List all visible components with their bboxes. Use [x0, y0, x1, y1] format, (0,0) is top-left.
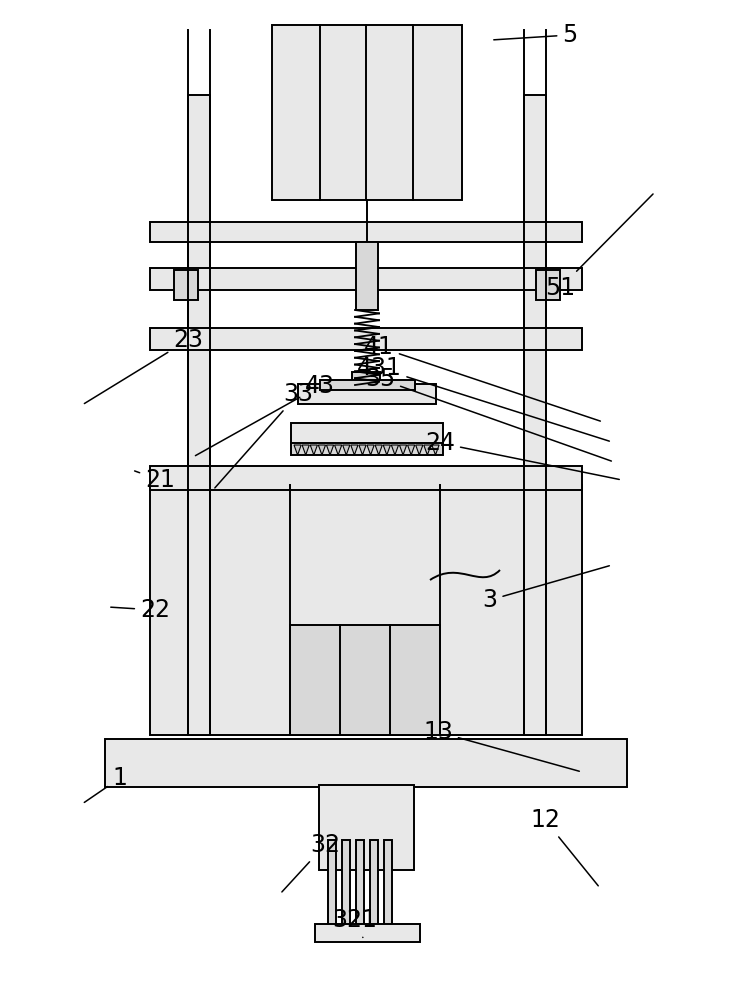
Bar [328, 840, 336, 938]
Text: 51: 51 [545, 194, 653, 300]
Bar [384, 840, 392, 938]
Polygon shape [399, 445, 407, 455]
Text: 35: 35 [365, 367, 611, 461]
Polygon shape [342, 445, 350, 455]
Bar [356, 840, 364, 938]
Polygon shape [367, 445, 374, 455]
Bar [320, 380, 415, 390]
Bar [536, 270, 560, 300]
Text: 13: 13 [423, 720, 579, 771]
Bar [298, 384, 436, 404]
Polygon shape [327, 445, 333, 455]
Bar [272, 25, 462, 200]
Text: 43: 43 [196, 374, 335, 456]
Text: 1: 1 [84, 766, 127, 802]
Text: 5: 5 [494, 23, 578, 47]
Polygon shape [319, 445, 325, 455]
Bar [524, 95, 546, 735]
Text: 33: 33 [215, 382, 313, 488]
Text: 3: 3 [482, 566, 609, 612]
Polygon shape [383, 445, 391, 455]
Polygon shape [424, 445, 431, 455]
Text: 431: 431 [356, 356, 609, 441]
Polygon shape [432, 445, 439, 455]
Text: 24: 24 [425, 431, 619, 479]
Text: 41: 41 [364, 335, 600, 421]
Bar [356, 242, 378, 310]
Bar [150, 328, 582, 350]
Polygon shape [334, 445, 342, 455]
Polygon shape [294, 445, 301, 455]
Polygon shape [310, 445, 317, 455]
Bar [150, 268, 582, 290]
Polygon shape [391, 445, 399, 455]
Polygon shape [375, 445, 382, 455]
Polygon shape [350, 445, 358, 455]
Polygon shape [416, 445, 423, 455]
Polygon shape [359, 445, 366, 455]
Bar [315, 924, 420, 942]
Text: 32: 32 [282, 833, 340, 892]
Text: 22: 22 [110, 598, 170, 622]
Text: 321: 321 [333, 908, 377, 937]
Bar [342, 840, 350, 938]
Bar [291, 423, 443, 445]
Bar [188, 95, 210, 735]
Polygon shape [408, 445, 415, 455]
Text: 23: 23 [84, 328, 203, 404]
Bar [370, 840, 378, 938]
Bar [291, 443, 443, 455]
Bar [150, 485, 582, 735]
Bar [105, 739, 627, 787]
Polygon shape [302, 445, 309, 455]
Text: 21: 21 [135, 468, 175, 492]
Bar [319, 785, 414, 870]
Bar [352, 372, 380, 384]
Text: 12: 12 [530, 808, 598, 886]
Bar [150, 222, 582, 242]
Bar [174, 270, 198, 300]
Bar [150, 466, 582, 490]
Bar [290, 625, 440, 735]
